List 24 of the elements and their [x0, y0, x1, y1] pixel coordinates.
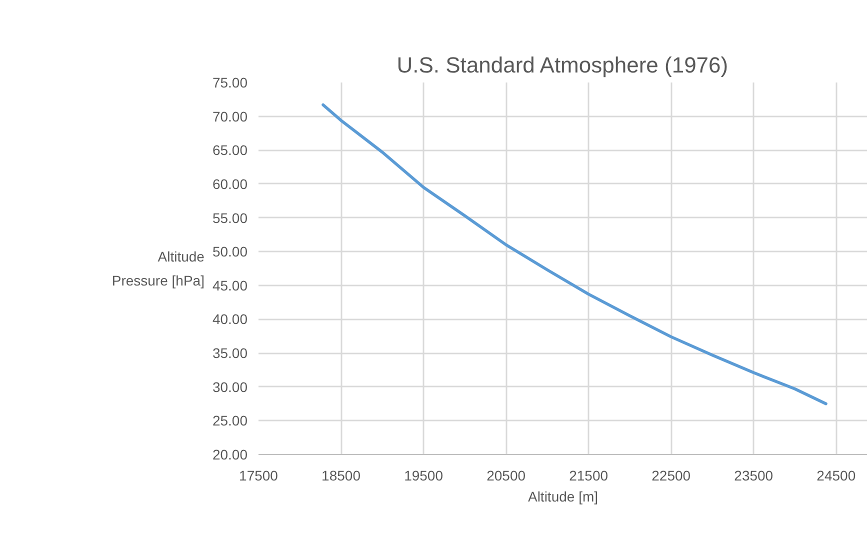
y-tick-label: 40.00: [212, 311, 248, 328]
y-tick-label: 45.00: [212, 277, 248, 294]
line-series: [322, 103, 828, 406]
y-tick-label: 65.00: [212, 142, 248, 158]
y-tick-label: 30.00: [212, 378, 248, 395]
y-tick-label: 35.00: [212, 345, 248, 362]
x-tick-label: 19500: [404, 468, 444, 484]
x-axis-title: Altitude [m]: [528, 488, 598, 504]
x-tick-label: 21500: [569, 468, 608, 484]
y-tick-label: 60.00: [212, 176, 248, 192]
x-tick-label: 23500: [734, 468, 774, 484]
y-axis-title: Altitude Pressure [hPa]: [112, 248, 205, 288]
chart-title: U.S. Standard Atmosphere (1976): [396, 52, 728, 78]
x-tick-label: 24500: [816, 468, 856, 484]
y-tick-label: 50.00: [212, 244, 248, 260]
x-tick-label: 22500: [652, 468, 691, 484]
y-tick-label: 70.00: [212, 108, 248, 124]
y-tick-label: 75.00: [212, 74, 248, 90]
x-tick-label: 17500: [239, 468, 278, 484]
x-tick-label: 18500: [322, 468, 361, 484]
x-tick-label: 20500: [486, 468, 526, 484]
y-tick-label: 20.00: [212, 446, 248, 462]
y-tick-label: 25.00: [212, 412, 248, 429]
y-tick-label: 55.00: [212, 210, 248, 226]
